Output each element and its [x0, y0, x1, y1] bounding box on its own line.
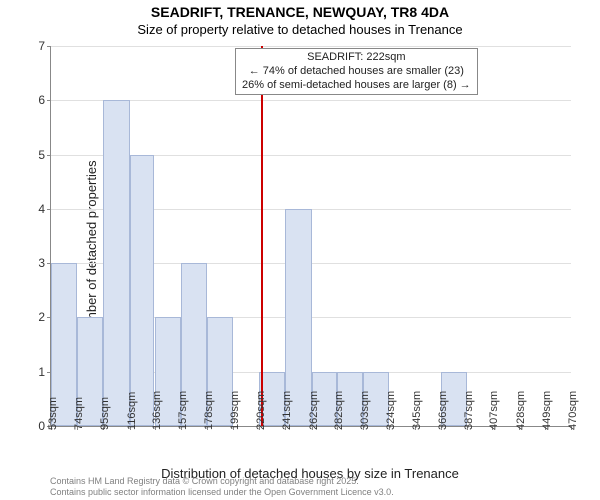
- x-tick-label: 282sqm: [333, 391, 345, 430]
- x-tick-label: 241sqm: [281, 391, 293, 430]
- histogram-bar: [130, 155, 155, 426]
- x-tick-label: 345sqm: [411, 391, 423, 430]
- x-tick-label: 324sqm: [385, 391, 397, 430]
- x-tick-label: 157sqm: [177, 391, 189, 430]
- x-tick-label: 199sqm: [229, 391, 241, 430]
- x-tick-label: 470sqm: [567, 391, 579, 430]
- x-tick-label: 136sqm: [151, 391, 163, 430]
- reference-line: [261, 46, 263, 426]
- chart-container: SEADRIFT, TRENANCE, NEWQUAY, TR8 4DA Siz…: [0, 0, 600, 500]
- x-tick-label: 303sqm: [359, 391, 371, 430]
- x-tick-label: 428sqm: [515, 391, 527, 430]
- footnote-line: Contains HM Land Registry data © Crown c…: [50, 476, 394, 487]
- histogram-bar: [103, 100, 129, 426]
- annotation-line: 26% of semi-detached houses are larger (…: [242, 79, 471, 93]
- annotation-line: SEADRIFT: 222sqm: [242, 51, 471, 65]
- x-tick-label: 262sqm: [308, 391, 320, 430]
- x-tick-label: 53sqm: [47, 397, 59, 430]
- annotation-box: SEADRIFT: 222sqm ← 74% of detached house…: [235, 48, 478, 95]
- footnote: Contains HM Land Registry data © Crown c…: [50, 476, 394, 498]
- footnote-line: Contains public sector information licen…: [50, 487, 394, 498]
- x-tick-label: 178sqm: [203, 391, 215, 430]
- chart-title: SEADRIFT, TRENANCE, NEWQUAY, TR8 4DA: [0, 4, 600, 20]
- y-tick-mark: [47, 46, 51, 47]
- plot-area: 0123456753sqm74sqm95sqm116sqm136sqm157sq…: [50, 46, 571, 427]
- annotation-line: ← 74% of detached houses are smaller (23…: [242, 65, 471, 79]
- x-tick-label: 95sqm: [99, 397, 111, 430]
- x-tick-label: 407sqm: [488, 391, 500, 430]
- x-tick-label: 366sqm: [437, 391, 449, 430]
- x-tick-label: 387sqm: [463, 391, 475, 430]
- chart-subtitle: Size of property relative to detached ho…: [0, 22, 600, 37]
- x-tick-label: 116sqm: [126, 392, 138, 430]
- y-tick-mark: [47, 155, 51, 156]
- x-tick-label: 74sqm: [73, 397, 85, 430]
- x-tick-label: 449sqm: [541, 391, 553, 430]
- y-tick-mark: [47, 209, 51, 210]
- x-tick-label: 220sqm: [255, 391, 267, 430]
- gridline: [51, 46, 571, 47]
- y-tick-mark: [47, 100, 51, 101]
